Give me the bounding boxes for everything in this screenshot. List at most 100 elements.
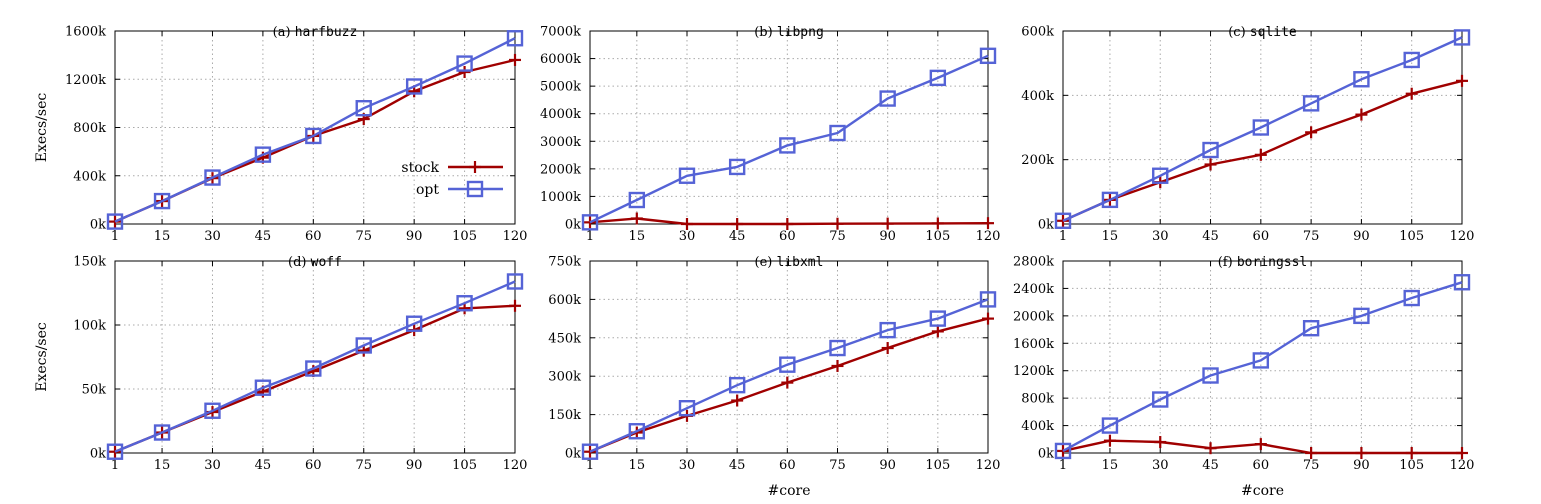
panel-harfbuzz: 1 15 30 45 60 75 90 105 1200k400k800k1200k1600k(… bbox=[34, 25, 527, 245]
legend-label-opt: opt bbox=[416, 182, 439, 198]
x-tick-label: 45 bbox=[255, 229, 272, 244]
y-axis-label: Execs/sec bbox=[34, 93, 50, 163]
panel-title-name: libxml bbox=[777, 255, 824, 270]
y-tick-label: 150k bbox=[73, 255, 106, 270]
point-opt bbox=[1152, 391, 1169, 408]
x-tick-label: 1 bbox=[111, 458, 119, 473]
x-tick-label: 75 bbox=[829, 229, 846, 244]
legend-marker-opt bbox=[466, 180, 484, 198]
series-line-opt bbox=[1062, 36, 1463, 222]
x-tick-label: 120 bbox=[976, 458, 1001, 473]
point-opt bbox=[678, 400, 696, 417]
point-opt bbox=[1101, 191, 1119, 209]
series-line-stock bbox=[114, 58, 516, 223]
series-opt bbox=[1054, 29, 1471, 229]
x-tick-label: 120 bbox=[503, 458, 528, 473]
y-tick-label: 800k bbox=[1021, 392, 1054, 407]
series-line-stock bbox=[1062, 439, 1462, 455]
panel-title: (a) harfbuzz bbox=[273, 25, 358, 40]
point-opt bbox=[355, 99, 372, 117]
x-tick-label: 45 bbox=[729, 458, 746, 473]
legend: stock opt bbox=[401, 160, 503, 198]
y-tick-label: 0k bbox=[565, 447, 581, 462]
point-opt bbox=[728, 376, 746, 394]
x-tick-label: 105 bbox=[925, 229, 950, 244]
x-tick-label: 45 bbox=[1202, 229, 1219, 244]
x-tick-label: 105 bbox=[452, 458, 477, 473]
point-opt bbox=[879, 90, 896, 107]
x-tick-label: 120 bbox=[1450, 458, 1475, 473]
x-tick-label: 1 bbox=[586, 229, 594, 244]
point-opt bbox=[204, 169, 221, 186]
series-line-opt bbox=[1062, 281, 1463, 452]
point-opt bbox=[1353, 71, 1370, 88]
y-tick-label: 600k bbox=[548, 293, 581, 308]
panel-title: (b) libpng bbox=[754, 25, 824, 40]
y-tick-label: 6000k bbox=[540, 52, 581, 67]
y-tick-label: 0k bbox=[1038, 218, 1054, 233]
plot-frame bbox=[1062, 30, 1463, 225]
y-tick-label: 300k bbox=[548, 370, 581, 385]
point-opt bbox=[405, 315, 423, 332]
plot-frame bbox=[1062, 260, 1463, 454]
x-tick-label: 1 bbox=[1059, 229, 1067, 244]
series-line-opt bbox=[114, 280, 516, 453]
x-tick-label: 30 bbox=[1152, 458, 1169, 473]
y-tick-label: 600k bbox=[1021, 25, 1054, 40]
x-tick-label: 45 bbox=[255, 458, 272, 473]
point-opt bbox=[678, 167, 696, 184]
panel-sqlite: 1 15 30 45 60 75 90 105 120 0k 200k 400k 600k (c) sql… bbox=[1021, 25, 1474, 245]
x-tick-label: 1 bbox=[586, 458, 594, 473]
y-tick-label: 400k bbox=[1021, 89, 1054, 104]
point-opt bbox=[1252, 119, 1270, 136]
panel-title-prefix: (f) bbox=[1218, 255, 1237, 270]
y-tick-label: 4000k bbox=[540, 107, 581, 122]
point-opt bbox=[106, 213, 124, 230]
x-tick-label: 90 bbox=[879, 458, 896, 473]
panel-title-name: harfbuzz bbox=[295, 25, 358, 40]
y-tick-label: 1600k bbox=[65, 25, 106, 40]
x-tick-label: 90 bbox=[1353, 458, 1370, 473]
x-tick-label: 75 bbox=[355, 458, 372, 473]
x-tick-label: 45 bbox=[729, 229, 746, 244]
x-tick-label: 1 bbox=[111, 229, 119, 244]
y-tick-label: 2000k bbox=[540, 162, 581, 177]
panel-libpng: 1 15 30 45 60 75 90 105 120 0k 1000k 2000k 3000k 4000… bbox=[540, 25, 1000, 245]
point-opt bbox=[305, 360, 322, 377]
point-opt bbox=[628, 423, 646, 440]
point-opt bbox=[929, 69, 947, 87]
y-tick-label: 750k bbox=[548, 255, 581, 270]
y-tick-label: 100k bbox=[73, 319, 106, 334]
panel-title-prefix: (a) bbox=[273, 25, 295, 40]
point-opt bbox=[1302, 95, 1320, 112]
x-tick-label: 60 bbox=[305, 458, 322, 473]
y-tick-label: 3000k bbox=[540, 135, 581, 150]
point-opt bbox=[1403, 289, 1420, 307]
series-stock bbox=[1057, 74, 1468, 227]
x-tick-label: 15 bbox=[1102, 458, 1119, 473]
point-opt bbox=[506, 30, 524, 47]
x-tick-label: 1 bbox=[1059, 458, 1067, 473]
point-opt bbox=[829, 124, 846, 142]
panel-title-prefix: (b) bbox=[754, 25, 777, 40]
legend-label-stock: stock bbox=[401, 160, 439, 176]
point-opt bbox=[305, 127, 322, 145]
series-opt bbox=[1054, 274, 1471, 460]
y-tick-label: 1000k bbox=[540, 190, 581, 205]
point-opt bbox=[106, 443, 124, 460]
x-tick-label: 75 bbox=[1303, 229, 1320, 244]
x-tick-label: 75 bbox=[355, 229, 372, 244]
panel-title-prefix: (d) bbox=[288, 255, 311, 270]
x-tick-label: 75 bbox=[1303, 458, 1320, 473]
point-opt bbox=[879, 321, 896, 339]
point-opt bbox=[779, 137, 796, 154]
y-tick-label: 800k bbox=[73, 121, 106, 136]
point-opt bbox=[779, 356, 796, 373]
x-tick-label: 15 bbox=[1102, 229, 1119, 244]
series-line-opt bbox=[114, 37, 516, 223]
y-tick-label: 400k bbox=[1021, 419, 1054, 434]
point-opt bbox=[929, 310, 947, 327]
y-tick-label: 7000k bbox=[540, 25, 581, 40]
panel-woff: 1 15 30 45 60 75 90 105 120 0k 50k 100k 150k (d) woff… bbox=[34, 255, 527, 474]
